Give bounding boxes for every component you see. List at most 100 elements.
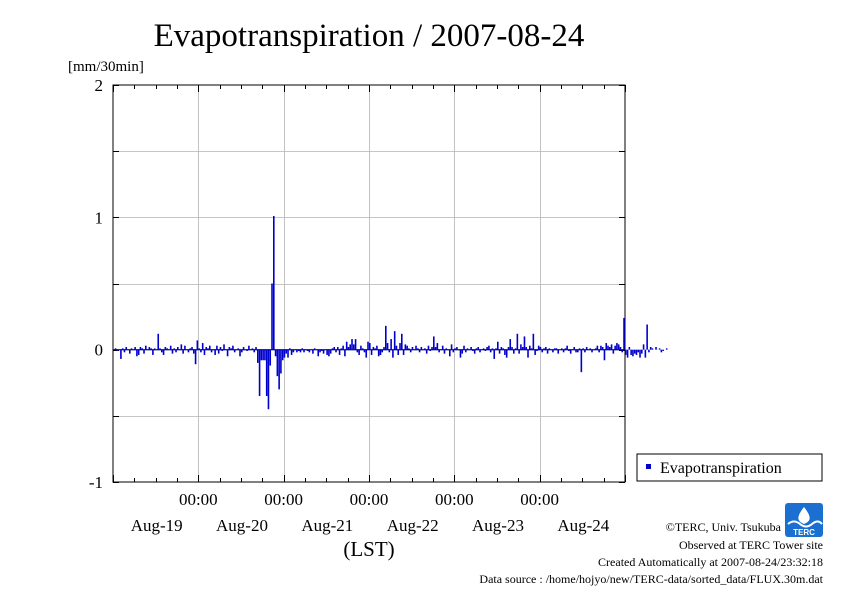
data-bar <box>246 349 248 351</box>
data-bar <box>402 349 405 355</box>
data-bar <box>536 349 538 351</box>
data-bar <box>299 349 302 353</box>
data-bar <box>214 349 216 355</box>
data-bar <box>333 347 336 350</box>
data-bar <box>273 216 275 350</box>
data-bar <box>578 348 581 350</box>
data-bar <box>545 347 547 350</box>
data-bar <box>561 348 563 350</box>
data-bar <box>633 349 636 354</box>
data-bar <box>280 349 282 374</box>
data-bar <box>228 347 231 350</box>
data-bar <box>521 347 524 350</box>
data-bar <box>539 347 542 350</box>
data-bar <box>269 349 272 366</box>
data-bar <box>463 345 465 350</box>
data-bar <box>477 347 480 350</box>
data-bar <box>390 339 392 350</box>
data-bar <box>616 343 618 350</box>
data-bar <box>356 349 359 353</box>
data-bar <box>619 347 622 350</box>
data-bar <box>267 349 270 410</box>
data-bar <box>196 340 199 350</box>
data-bar <box>500 347 503 350</box>
data-bar <box>395 345 398 350</box>
data-bar <box>297 349 300 351</box>
data-bar <box>507 347 510 350</box>
data-bar <box>347 347 350 350</box>
data-bar <box>262 349 264 361</box>
x-time-label: 00:00 <box>179 490 218 509</box>
data-bar <box>548 348 551 350</box>
data-bar <box>459 349 462 358</box>
data-bar <box>374 348 376 350</box>
data-bar <box>255 347 257 350</box>
data-bar <box>610 344 613 350</box>
x-time-label: 00:00 <box>520 490 559 509</box>
data-bar <box>418 349 421 353</box>
data-bar <box>301 348 304 350</box>
data-bar <box>569 349 572 354</box>
data-bar <box>504 349 506 355</box>
data-bar <box>344 349 346 357</box>
data-bar <box>292 349 295 353</box>
data-bar <box>589 348 592 350</box>
data-bar <box>232 345 234 350</box>
data-bar <box>205 347 208 350</box>
data-bar <box>546 349 549 354</box>
data-bar <box>630 349 632 355</box>
data-bar <box>207 348 209 350</box>
data-bar <box>573 347 576 350</box>
data-bar <box>248 345 250 350</box>
x-date-label: Aug-21 <box>301 516 353 535</box>
data-bar <box>166 348 168 350</box>
data-bar <box>182 349 184 354</box>
data-bar <box>239 349 241 357</box>
data-bar <box>120 349 122 359</box>
data-bar <box>612 349 615 354</box>
data-bar <box>241 349 243 353</box>
data-bar <box>417 348 419 350</box>
data-bar <box>472 349 474 351</box>
data-bar <box>342 345 344 350</box>
data-bar <box>486 347 488 350</box>
data-bar <box>329 349 332 354</box>
data-bar <box>340 348 343 350</box>
data-bar <box>591 349 593 353</box>
data-bar <box>377 349 380 357</box>
data-bar <box>552 349 554 353</box>
data-bar <box>388 349 391 353</box>
data-bar <box>489 349 492 353</box>
logo-wave-icon <box>787 520 823 528</box>
x-date-label: Aug-20 <box>216 516 268 535</box>
data-bar <box>152 349 154 355</box>
data-bar <box>360 345 362 350</box>
data-bar <box>527 349 529 358</box>
x-time-label: 00:00 <box>264 490 303 509</box>
logo-drop-icon <box>798 507 810 524</box>
data-bar <box>408 348 410 350</box>
data-bar <box>358 349 360 355</box>
data-bar <box>376 345 378 350</box>
data-bar <box>568 349 570 351</box>
data-bar <box>429 349 432 351</box>
data-bar <box>532 333 535 350</box>
data-bar <box>198 348 200 350</box>
terc-logo: TERC <box>785 503 823 537</box>
y-axis-unit-label: [mm/30min] <box>68 59 144 75</box>
data-bar <box>461 349 464 354</box>
data-bar <box>187 349 190 353</box>
data-bar <box>498 349 501 354</box>
data-bar <box>566 345 568 350</box>
data-bar <box>210 349 213 353</box>
data-bar <box>598 349 600 353</box>
data-bar <box>123 349 126 353</box>
data-bar <box>351 339 353 350</box>
data-bar <box>646 324 648 350</box>
data-bar <box>283 349 286 358</box>
x-date-label: Aug-23 <box>472 516 524 535</box>
data-bar <box>557 349 560 354</box>
legend-label: Evapotranspiration <box>660 460 782 477</box>
data-bar <box>365 349 368 358</box>
